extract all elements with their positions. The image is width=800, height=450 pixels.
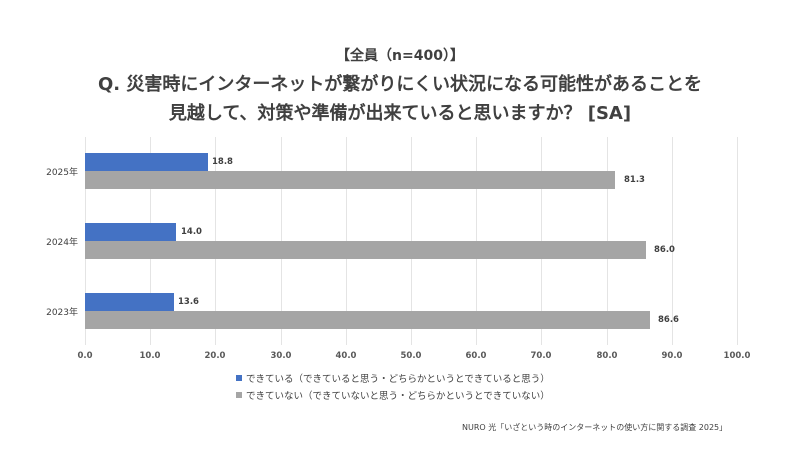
- legend-item-ready: できている（できていると思う・どちらかというとできていると思う）: [236, 371, 550, 385]
- bar-2023-not-ready: [85, 311, 650, 329]
- value-label: 13.6: [178, 297, 199, 307]
- x-tick-label: 40.0: [335, 351, 357, 361]
- x-tick-label: 80.0: [596, 351, 618, 361]
- value-label: 81.3: [624, 175, 645, 185]
- x-tick-label: 90.0: [661, 351, 683, 361]
- chart-title: Q. 災害時にインターネットが繋がりにくい状況になる可能性があることを 見越して…: [0, 70, 800, 128]
- legend-marker-blue-icon: [236, 375, 242, 381]
- legend-item-not-ready: できていない（できていないと思う・どちらかというとできていない）: [236, 388, 550, 402]
- gridline: [737, 137, 738, 345]
- legend-label: できていない（できていないと思う・どちらかというとできていない）: [246, 391, 550, 402]
- value-label: 18.8: [212, 157, 233, 167]
- x-tick-label: 100.0: [723, 351, 751, 361]
- x-tick-label: 20.0: [204, 351, 226, 361]
- chart-title-line1: Q. 災害時にインターネットが繋がりにくい状況になる可能性があることを: [97, 74, 703, 95]
- x-tick-label: 10.0: [139, 351, 161, 361]
- value-label: 14.0: [181, 227, 202, 237]
- category-label: 2024年: [46, 238, 78, 248]
- legend-marker-gray-icon: [236, 392, 242, 398]
- x-tick-label: 60.0: [465, 351, 487, 361]
- value-label: 86.0: [654, 245, 675, 255]
- category-label: 2025年: [46, 168, 78, 178]
- x-tick-label: 70.0: [530, 351, 552, 361]
- plot-area: 18.8 81.3 14.0 86.0 13.6 86.6: [85, 137, 738, 345]
- legend-label: できている（できていると思う・どちらかというとできていると思う）: [246, 374, 550, 385]
- source-note: NURO 光「いざという時のインターネットの使い方に関する調査 2025」: [462, 423, 728, 432]
- bar-2023-ready: [85, 293, 174, 311]
- category-label: 2023年: [46, 308, 78, 318]
- bar-2024-ready: [85, 223, 177, 241]
- bar-2025-ready: [85, 153, 208, 171]
- x-tick-label: 30.0: [270, 351, 292, 361]
- x-tick-label: 0.0: [77, 351, 93, 361]
- value-label: 86.6: [658, 315, 679, 325]
- x-tick-label: 50.0: [400, 351, 422, 361]
- chart-subtitle: 【全員（n=400）】: [336, 48, 464, 64]
- chart-title-line2: 見越して、対策や準備が出来ていると思いますか？ [SA]: [168, 103, 632, 124]
- gridline: [672, 137, 673, 345]
- bar-2025-not-ready: [85, 171, 615, 189]
- bar-2024-not-ready: [85, 241, 646, 259]
